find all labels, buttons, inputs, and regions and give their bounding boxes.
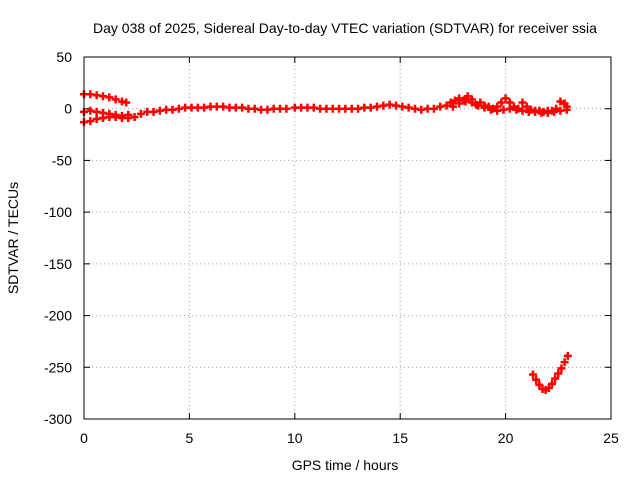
data-point — [544, 383, 553, 392]
chart-title: Day 038 of 2025, Sidereal Day-to-day VTE… — [93, 20, 597, 36]
y-tick-label: -300 — [44, 411, 72, 427]
data-point — [451, 96, 460, 105]
data-point — [554, 369, 563, 378]
data-point — [111, 95, 120, 104]
y-tick-label: -150 — [44, 256, 72, 272]
data-point — [105, 93, 114, 102]
y-tick-label: 50 — [56, 49, 72, 65]
data-point — [497, 98, 506, 107]
data-point — [136, 109, 145, 118]
data-point — [474, 101, 483, 110]
data-point — [562, 105, 571, 114]
data-point — [282, 104, 291, 113]
data-point — [130, 112, 139, 121]
data-point — [518, 98, 527, 107]
data-point — [529, 370, 538, 379]
data-point — [535, 380, 544, 389]
y-tick-label: -50 — [52, 152, 72, 168]
data-point — [448, 102, 457, 111]
data-point — [560, 358, 569, 367]
x-tick-label: 20 — [498, 430, 514, 446]
x-axis-label: GPS time / hours — [292, 457, 399, 473]
data-point — [480, 103, 489, 112]
y-axis-label: SDTVAR / TECUs — [5, 182, 21, 294]
x-tick-label: 15 — [392, 430, 408, 446]
data-point — [463, 92, 472, 101]
data-point — [455, 99, 464, 108]
data-point — [461, 97, 470, 106]
data-point — [122, 98, 131, 107]
x-tick-label: 10 — [287, 430, 303, 446]
data-point — [446, 98, 455, 107]
grid-lines — [84, 57, 611, 419]
data-point — [563, 351, 572, 360]
data-point — [551, 374, 560, 383]
x-tick-label: 5 — [186, 430, 194, 446]
y-tick-label: -200 — [44, 308, 72, 324]
data-point — [86, 117, 95, 126]
x-tick-label: 25 — [603, 430, 619, 446]
data-point — [501, 94, 510, 103]
data-point — [429, 104, 438, 113]
y-tick-label: 0 — [64, 101, 72, 117]
data-point — [557, 364, 566, 373]
data-point — [547, 379, 556, 388]
data-point — [467, 95, 476, 104]
y-tick-label: -250 — [44, 359, 72, 375]
data-point — [522, 102, 531, 111]
data-point — [532, 375, 541, 384]
x-tick-label: 0 — [80, 430, 88, 446]
data-point — [556, 97, 565, 106]
data-points — [80, 90, 572, 395]
plot-frame — [83, 56, 612, 420]
y-tick-label: -100 — [44, 204, 72, 220]
